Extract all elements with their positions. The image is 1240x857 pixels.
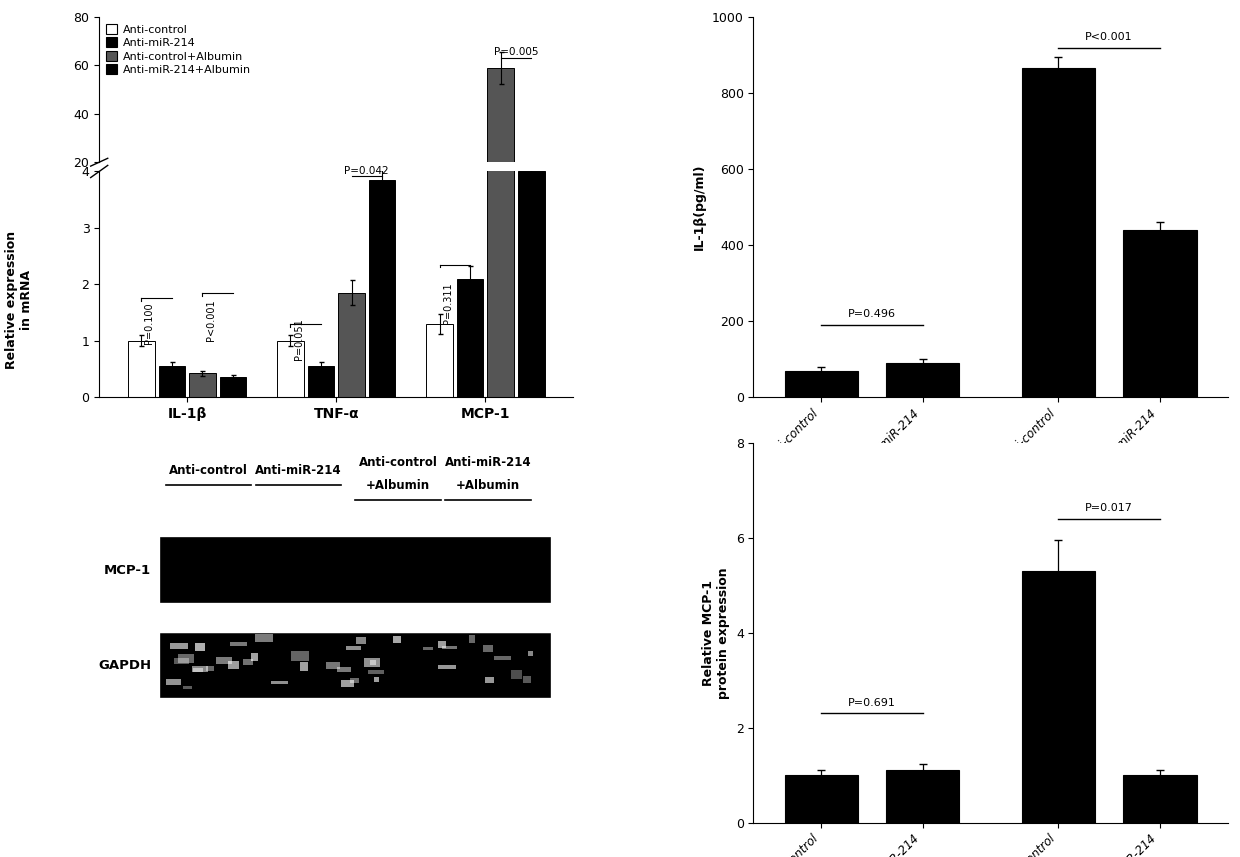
Text: +Albumin: +Albumin bbox=[366, 479, 430, 492]
Bar bbox=[785, 776, 858, 823]
Bar bbox=[179, 654, 195, 663]
Text: Anti-control: Anti-control bbox=[358, 456, 438, 470]
Text: P=0.017: P=0.017 bbox=[1085, 503, 1133, 513]
Bar bbox=[166, 679, 181, 685]
Bar bbox=[250, 653, 258, 662]
Text: P=0.051: P=0.051 bbox=[294, 319, 304, 361]
Bar bbox=[1123, 776, 1197, 823]
Bar bbox=[195, 644, 206, 651]
Bar bbox=[291, 651, 309, 661]
Bar bbox=[517, 171, 544, 397]
Bar bbox=[175, 658, 188, 664]
Bar bbox=[494, 656, 511, 660]
Text: Anti-control: Anti-control bbox=[169, 464, 248, 477]
Bar bbox=[161, 639, 549, 662]
Bar bbox=[368, 180, 396, 397]
Bar bbox=[427, 324, 453, 397]
Bar bbox=[511, 670, 522, 680]
Bar bbox=[128, 208, 155, 211]
Bar bbox=[339, 206, 365, 211]
Bar bbox=[161, 537, 549, 602]
Bar bbox=[277, 341, 304, 397]
Bar bbox=[363, 658, 379, 667]
Bar bbox=[887, 363, 960, 397]
Bar bbox=[229, 642, 248, 646]
Bar bbox=[1022, 571, 1095, 823]
Bar bbox=[374, 677, 379, 681]
Bar bbox=[341, 680, 353, 687]
Bar bbox=[219, 377, 247, 397]
Text: P=0.005: P=0.005 bbox=[494, 47, 538, 57]
Text: MCP-1: MCP-1 bbox=[104, 564, 151, 577]
Bar bbox=[270, 680, 289, 684]
Bar bbox=[254, 633, 273, 642]
Bar bbox=[228, 662, 239, 669]
Bar bbox=[188, 210, 216, 211]
Y-axis label: Relative MCP-1
protein expression: Relative MCP-1 protein expression bbox=[702, 567, 730, 698]
Text: GAPDH: GAPDH bbox=[98, 658, 151, 672]
Text: P=0.042: P=0.042 bbox=[345, 166, 389, 176]
Bar bbox=[1123, 230, 1197, 397]
Bar bbox=[484, 645, 492, 652]
Bar bbox=[485, 677, 494, 683]
Bar bbox=[368, 201, 396, 211]
Text: Albumin: Albumin bbox=[1089, 534, 1143, 547]
Bar bbox=[785, 370, 858, 397]
Bar bbox=[439, 641, 445, 648]
Bar bbox=[170, 643, 187, 649]
Bar bbox=[159, 366, 185, 397]
Bar bbox=[393, 636, 402, 643]
Legend: Anti-control, Anti-miR-214, Anti-control+Albumin, Anti-miR-214+Albumin: Anti-control, Anti-miR-214, Anti-control… bbox=[104, 22, 252, 76]
Bar bbox=[182, 686, 192, 689]
Text: P=0.311: P=0.311 bbox=[443, 282, 453, 324]
Text: Relative expression
in mRNA: Relative expression in mRNA bbox=[5, 231, 32, 369]
Bar bbox=[192, 666, 208, 672]
Bar bbox=[337, 667, 351, 672]
Text: Anti-miR-214: Anti-miR-214 bbox=[445, 456, 531, 470]
Bar bbox=[308, 366, 335, 397]
Bar bbox=[356, 637, 366, 644]
Bar bbox=[300, 662, 308, 671]
Text: +Albumin: +Albumin bbox=[456, 479, 520, 492]
Bar bbox=[161, 632, 549, 698]
Text: P=0.496: P=0.496 bbox=[848, 309, 897, 320]
Bar bbox=[887, 770, 960, 823]
Bar bbox=[346, 646, 361, 650]
Text: P=0.691: P=0.691 bbox=[848, 698, 897, 708]
Bar bbox=[350, 678, 360, 683]
Bar bbox=[517, 201, 544, 211]
Bar bbox=[441, 646, 458, 649]
Bar bbox=[423, 646, 433, 650]
Bar bbox=[487, 68, 515, 211]
Bar bbox=[368, 670, 383, 674]
Y-axis label: IL-1β(pg/ml): IL-1β(pg/ml) bbox=[693, 164, 707, 250]
Bar bbox=[339, 293, 365, 397]
Text: P=0.100: P=0.100 bbox=[145, 302, 155, 344]
Text: P<0.001: P<0.001 bbox=[1085, 32, 1133, 42]
Bar bbox=[487, 0, 515, 397]
Bar bbox=[216, 656, 232, 664]
Bar bbox=[206, 666, 215, 672]
Bar bbox=[188, 374, 216, 397]
Bar bbox=[128, 341, 155, 397]
Text: Vehicle: Vehicle bbox=[849, 534, 898, 547]
Bar bbox=[523, 676, 531, 683]
Bar bbox=[456, 206, 484, 211]
Bar bbox=[469, 635, 475, 644]
Bar bbox=[528, 651, 533, 656]
Bar bbox=[370, 660, 376, 665]
Bar bbox=[456, 279, 484, 397]
Bar bbox=[1022, 69, 1095, 397]
Bar bbox=[427, 207, 453, 211]
Bar bbox=[243, 659, 253, 666]
Bar bbox=[326, 662, 340, 668]
Bar bbox=[439, 665, 456, 669]
Bar bbox=[159, 209, 185, 211]
Bar bbox=[277, 208, 304, 211]
Text: Anti-miR-214: Anti-miR-214 bbox=[255, 464, 342, 477]
Bar bbox=[308, 209, 335, 211]
Text: P<0.001: P<0.001 bbox=[206, 299, 216, 341]
Bar bbox=[192, 668, 203, 672]
